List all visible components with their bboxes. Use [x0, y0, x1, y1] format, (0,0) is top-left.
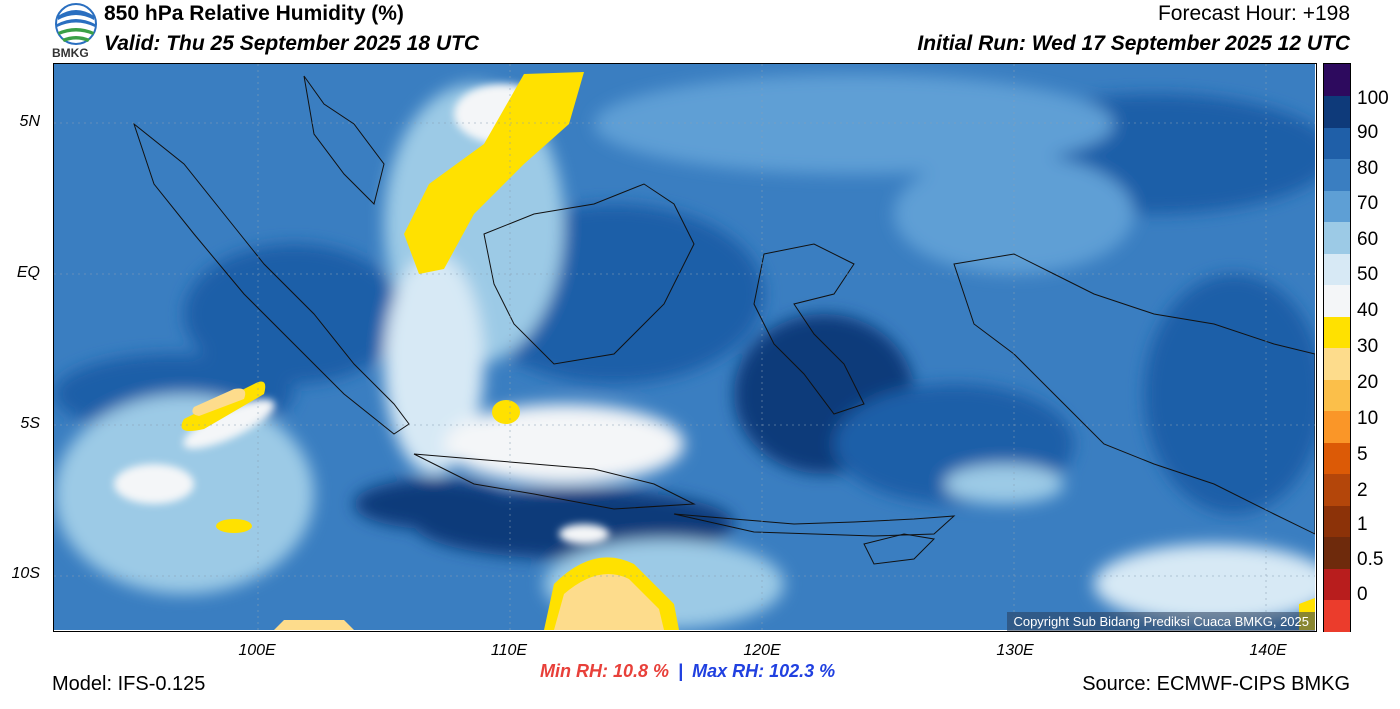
source-label: Source: ECMWF-CIPS BMKG [1082, 673, 1350, 695]
colorbar-segment [1324, 127, 1350, 159]
colorbar-label: 0.5 [1357, 549, 1384, 570]
colorbar-label: 80 [1357, 158, 1379, 179]
colorbar-segment [1324, 64, 1350, 96]
lat-label-10s: 10S [11, 565, 40, 582]
colorbar-segment [1324, 442, 1350, 474]
colorbar-segment [1324, 599, 1350, 632]
lon-label-120e: 120E [743, 642, 781, 659]
colorbar-segment [1324, 95, 1350, 128]
bmkg-logo [52, 2, 100, 60]
colorbar-segment [1324, 568, 1350, 600]
lat-label-5s: 5S [20, 415, 40, 432]
min-rh: Min RH: 10.8 % [540, 661, 670, 681]
colorbar-segment [1324, 316, 1350, 348]
colorbar-label: 1 [1357, 514, 1368, 535]
colorbar-label: 70 [1357, 193, 1379, 214]
colorbar-segment [1324, 284, 1350, 317]
colorbar-label: 60 [1357, 229, 1379, 250]
colorbar-segment [1324, 505, 1350, 537]
copyright-note: Copyright Sub Bidang Prediksi Cuaca BMKG… [1007, 612, 1315, 631]
colorbar [1323, 63, 1351, 632]
colorbar-segment [1324, 221, 1350, 254]
model-label: Model: IFS-0.125 [52, 673, 206, 695]
colorbar-segment [1324, 190, 1350, 222]
colorbar-segment [1324, 410, 1350, 443]
colorbar-label: 20 [1357, 372, 1379, 393]
logo-text: BMKG [52, 46, 89, 60]
stats-separator: | [678, 661, 684, 681]
colorbar-label: 50 [1357, 264, 1379, 285]
colorbar-label: 2 [1357, 480, 1368, 501]
forecast-hour: Forecast Hour: +198 [1157, 2, 1350, 25]
lon-label-140e: 140E [1249, 642, 1287, 659]
colorbar-segment [1324, 473, 1350, 506]
valid-time: Valid: Thu 25 September 2025 18 UTC [104, 32, 480, 55]
colorbar-label: 90 [1357, 122, 1379, 143]
chart-title: 850 hPa Relative Humidity (%) [104, 2, 404, 25]
max-rh: Max RH: 102.3 % [692, 661, 836, 681]
colorbar-label: 30 [1357, 336, 1379, 357]
colorbar-label: 40 [1357, 300, 1379, 321]
colorbar-label: 10 [1357, 408, 1379, 429]
lon-label-110e: 110E [490, 642, 528, 659]
humidity-map [53, 63, 1334, 632]
colorbar-segment [1324, 253, 1350, 285]
colorbar-segment [1324, 158, 1350, 191]
colorbar-label: 0 [1357, 584, 1368, 605]
lon-label-130e: 130E [996, 642, 1034, 659]
colorbar-label: 100 [1357, 88, 1389, 109]
colorbar-segment [1324, 536, 1350, 569]
lat-label-eq: EQ [16, 264, 40, 281]
initial-run: Initial Run: Wed 17 September 2025 12 UT… [917, 32, 1350, 55]
lon-label-100e: 100E [238, 642, 276, 659]
colorbar-segment [1324, 379, 1350, 411]
lat-label-5n: 5N [19, 113, 40, 130]
rh-stats: Min RH: 10.8 % | Max RH: 102.3 % [540, 661, 835, 682]
colorbar-segment [1324, 347, 1350, 380]
colorbar-label: 5 [1357, 444, 1368, 465]
